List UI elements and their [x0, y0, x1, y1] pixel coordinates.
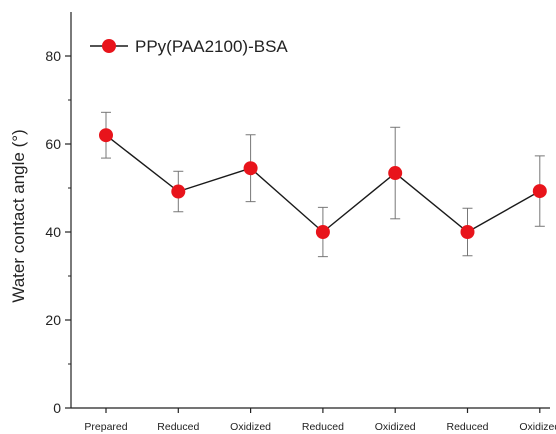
- x-tick-label: Reduced: [446, 421, 488, 433]
- x-tick-label: Oxidized: [519, 421, 556, 433]
- data-point: [99, 128, 113, 143]
- data-point: [532, 184, 547, 199]
- plot-area: 0 20 40 60 80 Prepared Reduced Oxidized Reduced…: [45, 12, 556, 433]
- x-tick-label: Oxidized: [375, 421, 416, 433]
- y-tick-label: 0: [53, 400, 61, 416]
- data-point: [171, 184, 186, 199]
- x-tick-label: Prepared: [84, 421, 127, 433]
- data-point: [460, 225, 475, 239]
- y-ticks: 0 20 40 60 80: [45, 48, 71, 416]
- legend-label: PPy(PAA2100)-BSA: [135, 37, 288, 56]
- markers: [99, 128, 547, 239]
- legend-marker: [102, 39, 116, 53]
- data-point: [243, 161, 258, 176]
- x-tick-label: Reduced: [157, 421, 199, 433]
- x-tick-label: Oxidized: [230, 421, 271, 433]
- x-tick-label: Reduced: [302, 421, 344, 433]
- y-axis-title: Water contact angle (°): [9, 129, 28, 302]
- y-tick-label: 80: [45, 48, 61, 64]
- y-tick-label: 60: [45, 136, 61, 152]
- data-point: [315, 225, 330, 239]
- y-tick-label: 40: [45, 224, 61, 240]
- x-ticks: Prepared Reduced Oxidized Reduced Oxidized Re…: [84, 408, 556, 433]
- legend: PPy(PAA2100)-BSA: [90, 37, 288, 56]
- data-point: [388, 166, 403, 181]
- y-tick-label: 20: [45, 312, 61, 328]
